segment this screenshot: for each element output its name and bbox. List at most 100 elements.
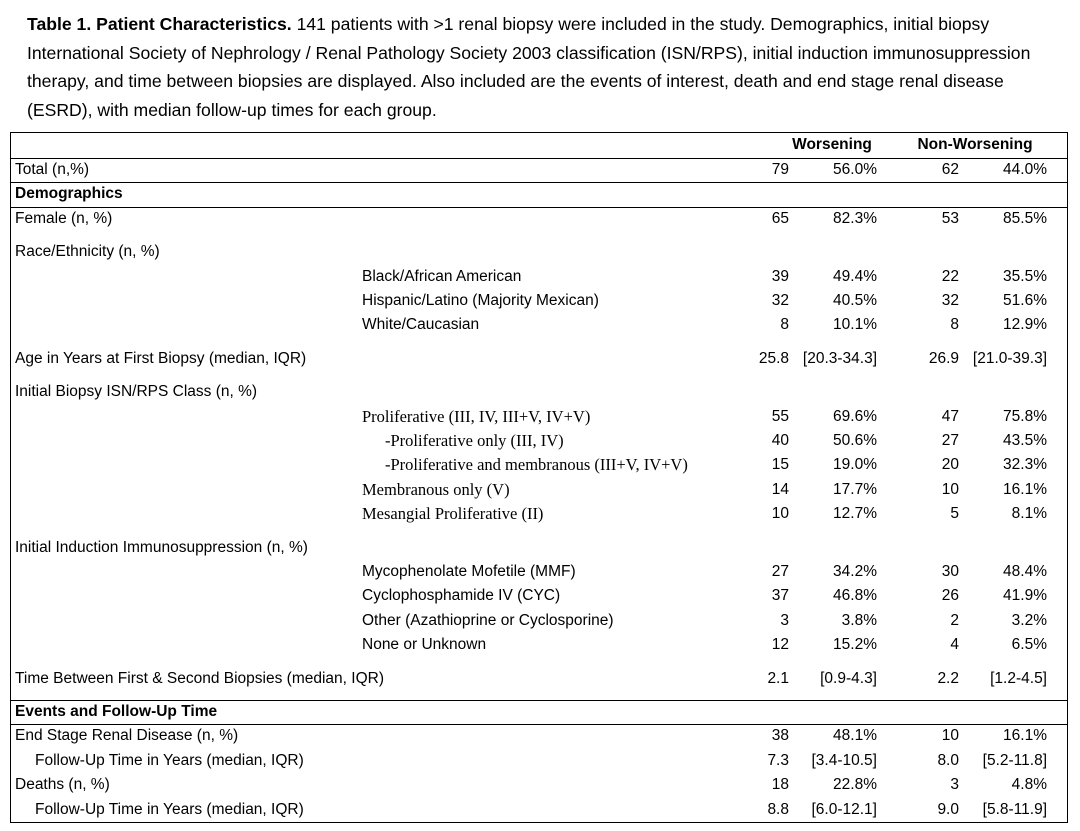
cell: 12 — [771, 636, 789, 654]
row-label: Age in Years at First Biopsy (median, IQ… — [15, 349, 307, 367]
cell: [0.9-4.3] — [820, 669, 877, 687]
caption: Table 1. Patient Characteristics. 141 pa… — [27, 10, 1067, 124]
cell: 3 — [950, 776, 959, 794]
cell: 46.8% — [833, 587, 877, 605]
cell: [21.0-39.3] — [972, 349, 1047, 367]
row-item: Black/African American — [362, 267, 522, 285]
cell: 32.3% — [1003, 456, 1047, 474]
table-border — [10, 132, 1068, 133]
cell: 2 — [950, 611, 959, 629]
row-item: White/Caucasian — [362, 316, 480, 334]
cell: 22.8% — [833, 776, 877, 794]
cell: 4.8% — [1011, 776, 1047, 794]
cell: 79 — [771, 161, 789, 178]
cell: 27 — [941, 432, 959, 449]
table-border — [1067, 132, 1068, 823]
row-border — [10, 182, 1068, 183]
cell: 19.0% — [833, 456, 877, 474]
cell: 8.0 — [937, 751, 959, 769]
caption-label: Table 1. Patient Characteristics. — [27, 14, 292, 34]
cell: 17.7% — [833, 480, 877, 498]
row-label: End Stage Renal Disease (n, %) — [15, 727, 239, 745]
cell: 8.1% — [1011, 505, 1047, 523]
cell: 53 — [941, 209, 959, 227]
cell: 37 — [771, 587, 789, 605]
cell: 51.6% — [1003, 292, 1047, 309]
table-border — [10, 132, 11, 823]
cell: 18 — [771, 776, 789, 794]
row-item: Other (Azathioprine or Cyclosporine) — [362, 611, 614, 629]
row-label: Race/Ethnicity (n, %) — [15, 243, 160, 261]
cell: 25.8 — [758, 349, 789, 367]
cell: 38 — [771, 727, 789, 745]
section-header: Events and Follow-Up Time — [15, 703, 218, 720]
row-border — [10, 207, 1068, 208]
caption-text: 141 patients with >1 renal biopsy were i… — [27, 14, 1031, 120]
cell: 26 — [941, 587, 959, 605]
row-item: Membranous only (V) — [362, 479, 510, 499]
row-border — [10, 724, 1068, 725]
cell: 49.4% — [833, 267, 877, 285]
cell: 47 — [941, 407, 959, 425]
cell: [6.0-12.1] — [811, 800, 878, 818]
cell: 8 — [950, 316, 959, 334]
row-item: Proliferative (III, IV, III+V, IV+V) — [362, 406, 591, 426]
cell: 4 — [950, 636, 959, 654]
cell: 10 — [771, 505, 789, 523]
row-label: Female (n, %) — [15, 209, 113, 227]
cell: 75.8% — [1003, 407, 1047, 425]
row-label: Follow-Up Time in Years (median, IQR) — [35, 800, 304, 818]
row-border — [10, 158, 1068, 159]
cell: 7.3 — [767, 751, 789, 769]
cell: 40 — [771, 432, 789, 449]
table-border — [10, 822, 1068, 823]
cell: 15.2% — [833, 636, 877, 654]
cell: 12.9% — [1003, 316, 1047, 334]
cell: 56.0% — [833, 161, 877, 178]
cell: 8.8 — [767, 800, 789, 818]
cell: 10.1% — [833, 316, 877, 334]
cell: 3.2% — [1011, 611, 1047, 629]
cell: [1.2-4.5] — [990, 669, 1047, 687]
cell: 43.5% — [1003, 432, 1047, 449]
cell: 16.1% — [1003, 480, 1047, 498]
cell: 55 — [771, 407, 789, 425]
cell: 2.2 — [937, 669, 959, 687]
cell: 48.4% — [1003, 563, 1047, 580]
row-label: Initial Biopsy ISN/RPS Class (n, %) — [15, 383, 258, 401]
cell: 34.2% — [833, 563, 877, 580]
cell: [5.8-11.9] — [982, 800, 1047, 818]
cell: [5.2-11.8] — [982, 751, 1047, 769]
row-label: Initial Induction Immunosuppression (n, … — [15, 538, 308, 556]
row-item: Hispanic/Latino (Majority Mexican) — [362, 292, 599, 309]
cell: 14 — [771, 480, 789, 498]
cell: 26.9 — [928, 349, 959, 367]
cell: 3.8% — [841, 611, 877, 629]
cell: 2.1 — [767, 669, 789, 687]
cell: 9.0 — [937, 800, 959, 818]
row-label: Time Between First & Second Biopsies (me… — [15, 669, 384, 687]
cell: 10 — [941, 727, 959, 745]
cell: 22 — [941, 267, 959, 285]
row-label: Total (n,%) — [15, 161, 90, 178]
cell: 5 — [950, 505, 959, 523]
cell: [3.4-10.5] — [811, 751, 878, 769]
cell: 10 — [941, 480, 959, 498]
cell: 8 — [780, 316, 789, 334]
row-item: Mesangial Proliferative (II) — [362, 504, 544, 524]
cell: 27 — [771, 563, 789, 580]
cell: 50.6% — [833, 432, 877, 449]
cell: 85.5% — [1003, 209, 1047, 227]
cell: [20.3-34.3] — [802, 349, 877, 367]
cell: 32 — [941, 292, 959, 309]
cell: 3 — [780, 611, 789, 629]
row-item: -Proliferative only (III, IV) — [385, 431, 564, 450]
cell: 20 — [941, 456, 959, 474]
cell: 30 — [941, 563, 959, 580]
row-border — [10, 700, 1068, 701]
row-item: Cyclophosphamide IV (CYC) — [362, 587, 561, 605]
cell: 69.6% — [833, 407, 877, 425]
row-item: Mycophenolate Mofetile (MMF) — [362, 563, 576, 580]
cell: 39 — [771, 267, 789, 285]
